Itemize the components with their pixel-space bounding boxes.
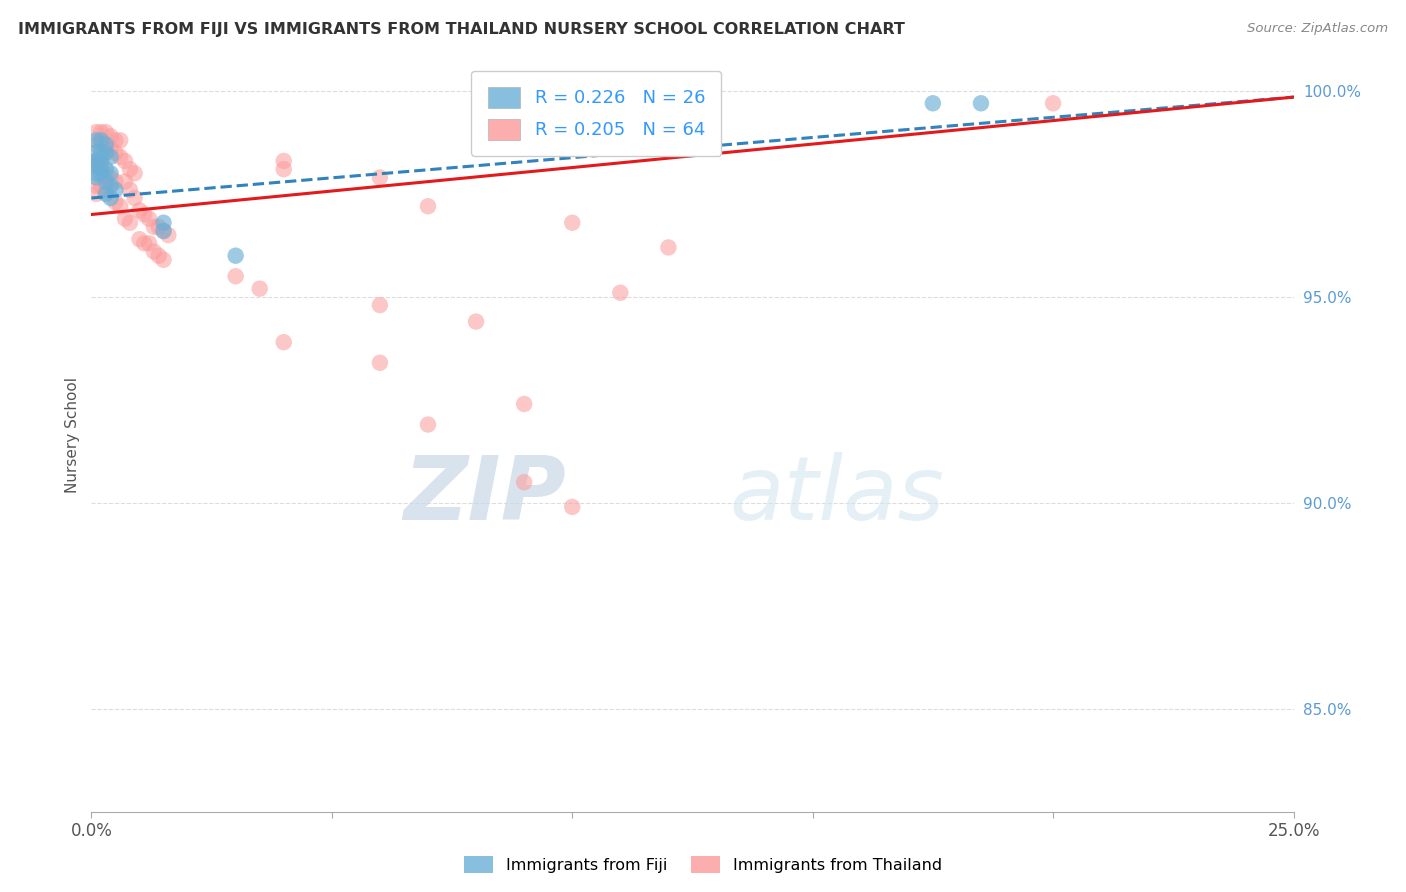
Point xyxy=(128,232,150,246)
Point xyxy=(94,183,117,197)
Point xyxy=(134,236,156,251)
Point xyxy=(90,137,112,152)
Point xyxy=(513,397,536,411)
Point xyxy=(94,186,117,201)
Point xyxy=(100,178,122,193)
Point xyxy=(142,219,165,234)
Text: IMMIGRANTS FROM FIJI VS IMMIGRANTS FROM THAILAND NURSERY SCHOOL CORRELATION CHAR: IMMIGRANTS FROM FIJI VS IMMIGRANTS FROM … xyxy=(18,22,905,37)
Point xyxy=(273,335,295,350)
Y-axis label: Nursery School: Nursery School xyxy=(65,376,80,493)
Point xyxy=(90,145,112,160)
Point xyxy=(118,162,141,177)
Point xyxy=(90,153,112,168)
Point xyxy=(84,133,107,147)
Point xyxy=(104,183,127,197)
Point xyxy=(84,153,107,168)
Point xyxy=(114,153,136,168)
Point xyxy=(148,219,170,234)
Point xyxy=(94,142,117,156)
Point xyxy=(152,252,174,267)
Point xyxy=(100,170,122,185)
Point xyxy=(273,162,295,177)
Point xyxy=(368,170,391,185)
Point xyxy=(134,207,156,221)
Point xyxy=(609,285,631,300)
Point xyxy=(90,133,112,147)
Point xyxy=(513,475,536,490)
Point xyxy=(922,96,945,111)
Point xyxy=(84,158,107,172)
Point xyxy=(90,125,112,139)
Point xyxy=(157,228,180,243)
Point xyxy=(90,166,112,180)
Point xyxy=(138,236,160,251)
Point xyxy=(100,191,122,205)
Point xyxy=(561,216,583,230)
Point xyxy=(84,170,107,185)
Point xyxy=(110,133,132,147)
Point xyxy=(84,137,107,152)
Point xyxy=(100,129,122,144)
Text: Source: ZipAtlas.com: Source: ZipAtlas.com xyxy=(1247,22,1388,36)
Point xyxy=(148,249,170,263)
Point xyxy=(970,96,993,111)
Point xyxy=(84,158,107,172)
Point xyxy=(128,203,150,218)
Point xyxy=(84,125,107,139)
Point xyxy=(152,224,174,238)
Point xyxy=(90,158,112,172)
Point xyxy=(84,166,107,180)
Point xyxy=(90,178,112,193)
Point xyxy=(110,150,132,164)
Point xyxy=(1042,96,1064,111)
Point xyxy=(138,211,160,226)
Text: atlas: atlas xyxy=(730,452,945,538)
Point xyxy=(118,183,141,197)
Point xyxy=(114,211,136,226)
Point xyxy=(100,150,122,164)
Point xyxy=(124,166,146,180)
Point xyxy=(465,315,488,329)
Point xyxy=(225,249,247,263)
Point xyxy=(84,186,107,201)
Point xyxy=(94,175,117,189)
Point xyxy=(104,195,127,210)
Point xyxy=(90,153,112,168)
Point xyxy=(84,145,107,160)
Point xyxy=(416,199,439,213)
Point xyxy=(657,240,679,254)
Point xyxy=(142,244,165,259)
Point xyxy=(94,170,117,185)
Point xyxy=(84,178,107,193)
Point xyxy=(94,162,117,177)
Point xyxy=(114,175,136,189)
Point xyxy=(94,137,117,152)
Point xyxy=(368,356,391,370)
Point xyxy=(94,145,117,160)
Point xyxy=(100,142,122,156)
Point xyxy=(104,175,127,189)
Point xyxy=(561,500,583,514)
Point xyxy=(100,166,122,180)
Legend: R = 0.226   N = 26, R = 0.205   N = 64: R = 0.226 N = 26, R = 0.205 N = 64 xyxy=(471,70,721,156)
Point xyxy=(84,153,107,168)
Point xyxy=(94,125,117,139)
Point xyxy=(104,133,127,147)
Point xyxy=(124,191,146,205)
Point xyxy=(152,224,174,238)
Text: ZIP: ZIP xyxy=(404,451,567,539)
Point xyxy=(225,269,247,284)
Point xyxy=(368,298,391,312)
Point xyxy=(273,153,295,168)
Point xyxy=(110,199,132,213)
Legend: Immigrants from Fiji, Immigrants from Thailand: Immigrants from Fiji, Immigrants from Th… xyxy=(458,849,948,880)
Point xyxy=(118,216,141,230)
Point xyxy=(249,282,271,296)
Point xyxy=(104,145,127,160)
Point xyxy=(152,216,174,230)
Point xyxy=(90,162,112,177)
Point xyxy=(416,417,439,432)
